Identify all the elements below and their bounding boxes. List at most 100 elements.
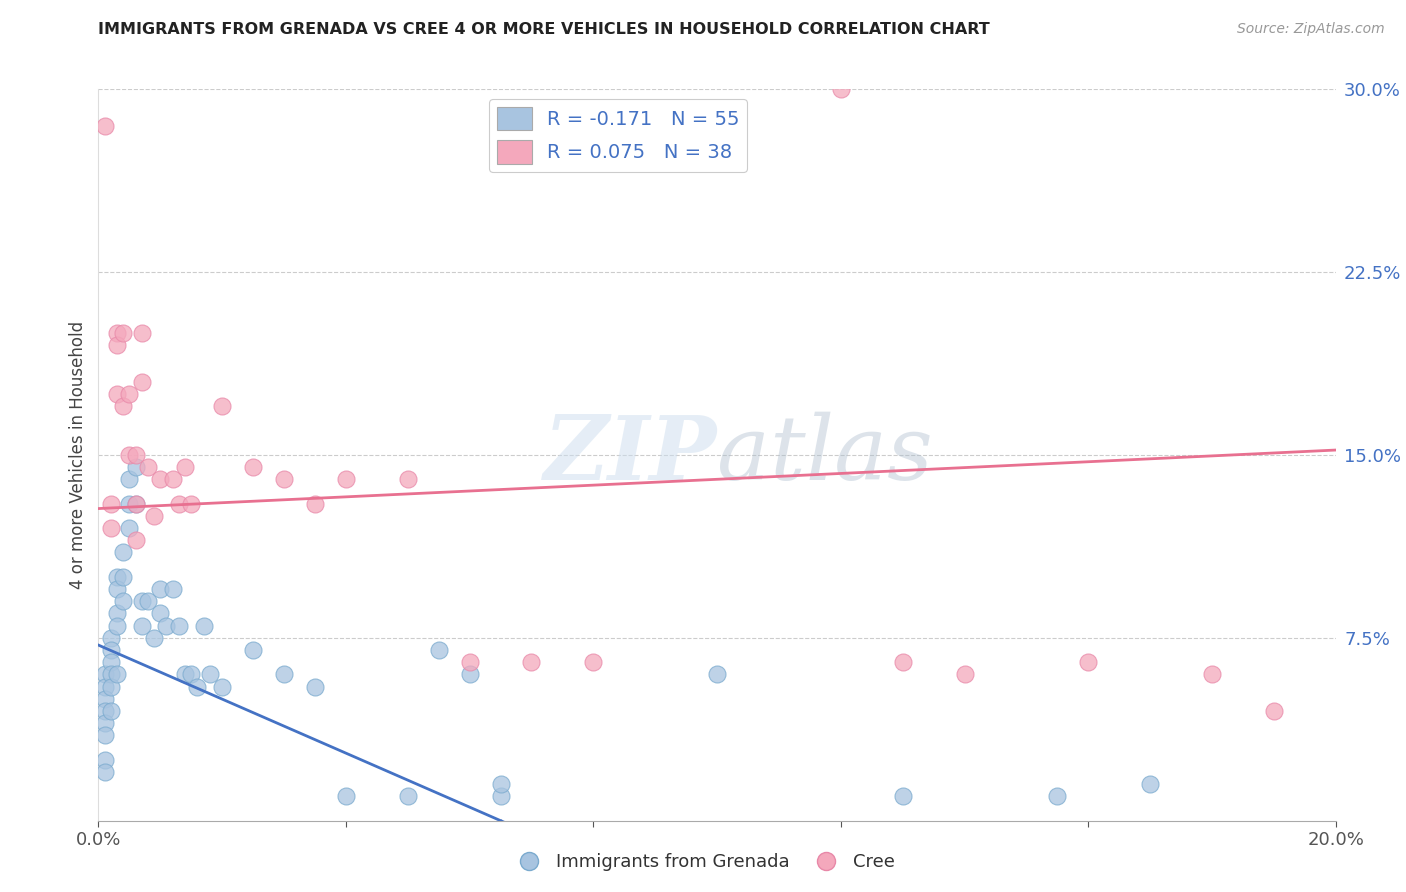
- Point: [93, 667, 115, 681]
- Point: [100, 521, 122, 535]
- Point: [105, 618, 128, 632]
- Text: ZIP: ZIP: [544, 412, 717, 498]
- Point: [105, 387, 128, 401]
- Point: [124, 497, 146, 511]
- Point: [93, 728, 115, 742]
- Point: [242, 460, 264, 475]
- Point: [520, 655, 543, 669]
- Point: [891, 789, 914, 804]
- Point: [112, 570, 135, 584]
- Point: [124, 448, 146, 462]
- Point: [582, 655, 605, 669]
- Point: [396, 472, 419, 486]
- Point: [1077, 655, 1099, 669]
- Point: [186, 680, 208, 694]
- Point: [93, 119, 115, 133]
- Point: [100, 643, 122, 657]
- Point: [131, 618, 153, 632]
- Point: [131, 594, 153, 608]
- Point: [124, 533, 146, 548]
- Point: [93, 716, 115, 731]
- Point: [162, 582, 184, 596]
- Point: [458, 655, 481, 669]
- Point: [335, 472, 357, 486]
- Point: [242, 643, 264, 657]
- Point: [167, 618, 190, 632]
- Point: [136, 594, 159, 608]
- Point: [1046, 789, 1069, 804]
- Point: [174, 667, 197, 681]
- Point: [273, 472, 295, 486]
- Point: [131, 375, 153, 389]
- Text: Source: ZipAtlas.com: Source: ZipAtlas.com: [1237, 22, 1385, 37]
- Point: [180, 497, 202, 511]
- Point: [198, 667, 221, 681]
- Point: [105, 338, 128, 352]
- Point: [118, 497, 141, 511]
- Point: [118, 521, 141, 535]
- Point: [1201, 667, 1223, 681]
- Point: [193, 618, 215, 632]
- Point: [427, 643, 450, 657]
- Point: [93, 764, 115, 779]
- Point: [118, 448, 141, 462]
- Point: [706, 667, 728, 681]
- Point: [100, 704, 122, 718]
- Point: [1139, 777, 1161, 791]
- Point: [105, 582, 128, 596]
- Point: [93, 691, 115, 706]
- Point: [100, 497, 122, 511]
- Point: [489, 789, 512, 804]
- Point: [93, 704, 115, 718]
- Point: [211, 680, 233, 694]
- Point: [162, 472, 184, 486]
- Point: [706, 155, 728, 169]
- Point: [136, 460, 159, 475]
- Point: [149, 472, 172, 486]
- Point: [167, 497, 190, 511]
- Point: [155, 618, 177, 632]
- Point: [396, 789, 419, 804]
- Point: [273, 667, 295, 681]
- Point: [112, 594, 135, 608]
- Point: [93, 753, 115, 767]
- Point: [100, 680, 122, 694]
- Point: [174, 460, 197, 475]
- Point: [180, 667, 202, 681]
- Point: [131, 326, 153, 340]
- Text: IMMIGRANTS FROM GRENADA VS CREE 4 OR MORE VEHICLES IN HOUSEHOLD CORRELATION CHAR: IMMIGRANTS FROM GRENADA VS CREE 4 OR MOR…: [98, 22, 990, 37]
- Text: atlas: atlas: [717, 411, 932, 499]
- Point: [112, 545, 135, 559]
- Point: [304, 497, 326, 511]
- Point: [93, 680, 115, 694]
- Point: [489, 777, 512, 791]
- Point: [118, 472, 141, 486]
- Point: [112, 326, 135, 340]
- Point: [143, 508, 166, 523]
- Point: [105, 607, 128, 621]
- Point: [891, 655, 914, 669]
- Point: [100, 655, 122, 669]
- Y-axis label: 4 or more Vehicles in Household: 4 or more Vehicles in Household: [69, 321, 87, 589]
- Point: [105, 326, 128, 340]
- Point: [105, 570, 128, 584]
- Point: [211, 399, 233, 413]
- Point: [458, 667, 481, 681]
- Point: [124, 460, 146, 475]
- Point: [105, 667, 128, 681]
- Point: [335, 789, 357, 804]
- Point: [304, 680, 326, 694]
- Point: [124, 497, 146, 511]
- Point: [149, 607, 172, 621]
- Point: [143, 631, 166, 645]
- Point: [149, 582, 172, 596]
- Point: [100, 631, 122, 645]
- Point: [112, 399, 135, 413]
- Legend: R = -0.171   N = 55, R = 0.075   N = 38: R = -0.171 N = 55, R = 0.075 N = 38: [489, 99, 748, 171]
- Point: [100, 667, 122, 681]
- Point: [830, 82, 852, 96]
- Point: [118, 387, 141, 401]
- Point: [1263, 704, 1285, 718]
- Point: [953, 667, 976, 681]
- Legend: Immigrants from Grenada, Cree: Immigrants from Grenada, Cree: [503, 847, 903, 879]
